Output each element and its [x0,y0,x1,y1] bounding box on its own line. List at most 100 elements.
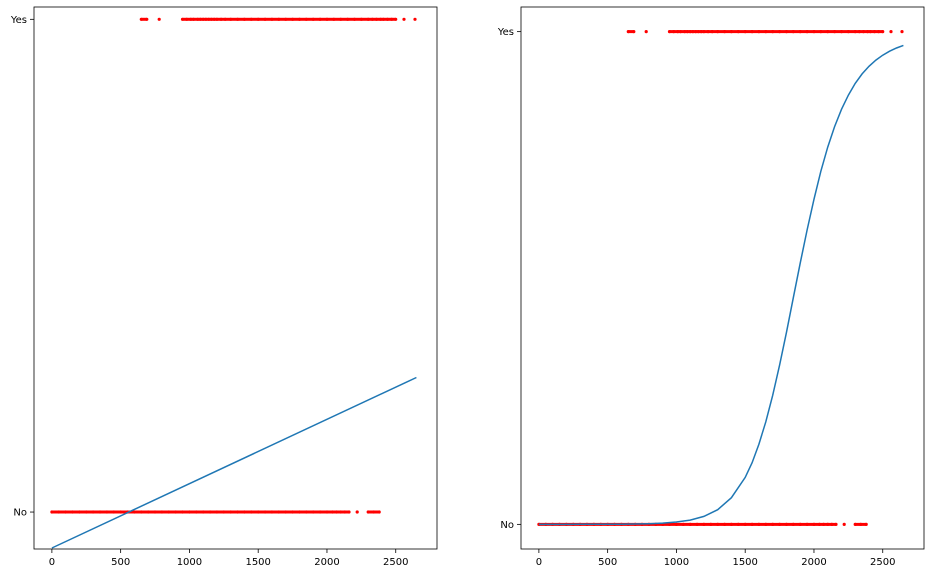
data-point-yes [374,17,379,21]
data-point-yes [196,17,200,21]
data-point-no [355,510,359,514]
fit-line [538,44,904,526]
y-tick-label: No [500,520,514,531]
data-point-yes [716,30,720,34]
data-point-no [695,522,699,527]
data-point-no [723,522,727,527]
data-point-no [834,522,838,527]
data-point-no [817,522,822,527]
data-point-yes [853,30,857,34]
data-point-no [201,510,205,514]
data-point-yes [346,17,350,21]
data-point-yes [204,17,208,21]
data-point-yes [791,30,795,34]
x-tick-label: 500 [111,557,130,568]
y-tick-label: Yes [497,27,514,38]
data-point-yes [219,17,223,21]
data-point-yes [223,17,227,21]
data-point-yes [385,17,390,21]
subplot-logistic: 0 500 1000 1500 2000 2500 No Yes [497,6,925,568]
data-point-no [335,510,339,514]
data-point-no [688,522,692,527]
data-point-no [826,522,830,527]
data-point-no [709,522,713,527]
data-point-no [291,510,295,514]
data-point-no [377,510,381,514]
data-point-no [674,522,679,527]
data-point-no [791,522,795,527]
data-point-yes [750,30,754,34]
data-point-yes [339,17,343,21]
data-point-yes [139,17,143,21]
data-point-yes [277,17,281,21]
data-point-no [311,510,315,514]
data-point-no [249,510,253,514]
data-point-yes [678,30,683,34]
data-point-yes [207,17,211,21]
data-point-no [297,510,302,514]
data-point-yes [263,17,267,21]
data-point-yes [236,17,240,21]
x-tick-label: 1500 [732,557,757,568]
data-point-no [57,510,61,514]
data-point-no [716,522,720,527]
data-point-no [146,510,150,514]
x-tick-label: 500 [598,557,617,568]
data-point-yes [381,17,385,21]
data-point-yes [900,30,904,34]
data-point-no [736,522,740,527]
data-point-yes [256,17,260,21]
x-tick-label: 1000 [664,557,689,568]
data-point-yes [778,30,782,34]
data-point-no [325,510,329,514]
data-point-no [222,510,226,514]
data-point-no [771,522,775,527]
data-point-yes [881,30,885,34]
x-tick-label: 2500 [870,557,895,568]
data-point-yes [626,30,630,34]
x-tick-label: 0 [536,557,542,568]
data-point-no [859,522,863,527]
data-point-no [702,522,706,527]
data-point-yes [771,30,775,34]
data-point-no [229,510,233,514]
data-point-no [84,510,88,514]
data-point-no [681,522,685,527]
data-point-yes [366,17,370,21]
data-point-no [330,510,335,514]
data-point-no [153,510,157,514]
data-point-yes [688,30,692,34]
data-point-no [270,510,274,514]
data-point-no [194,510,198,514]
data-point-yes [846,30,851,34]
data-point-no [347,510,351,514]
data-point-yes [390,17,394,21]
data-point-no [757,522,761,527]
data-point-yes [685,30,690,34]
data-point-yes [710,30,714,34]
data-point-yes [145,17,149,21]
data-point-yes [839,30,844,34]
data-point-yes [872,30,877,34]
data-point-no [284,510,288,514]
data-point-no [77,510,81,514]
data-point-yes [201,17,205,21]
data-point-yes [833,30,837,34]
data-point-no [318,510,322,514]
data-point-no [64,510,68,514]
data-point-no [366,510,370,514]
data-point-no [160,510,164,514]
x-tick-label: 2500 [383,557,408,568]
axes-frame [520,6,925,550]
data-point-yes [185,17,189,21]
data-point-no [167,510,171,514]
data-point-no [50,510,54,514]
data-point-yes [291,17,295,21]
data-point-yes [694,30,698,34]
data-point-no [70,510,75,514]
data-point-yes [297,17,302,21]
data-point-no [208,510,212,514]
data-point-yes [318,17,322,21]
data-point-yes [379,17,383,21]
data-point-yes [866,30,870,34]
